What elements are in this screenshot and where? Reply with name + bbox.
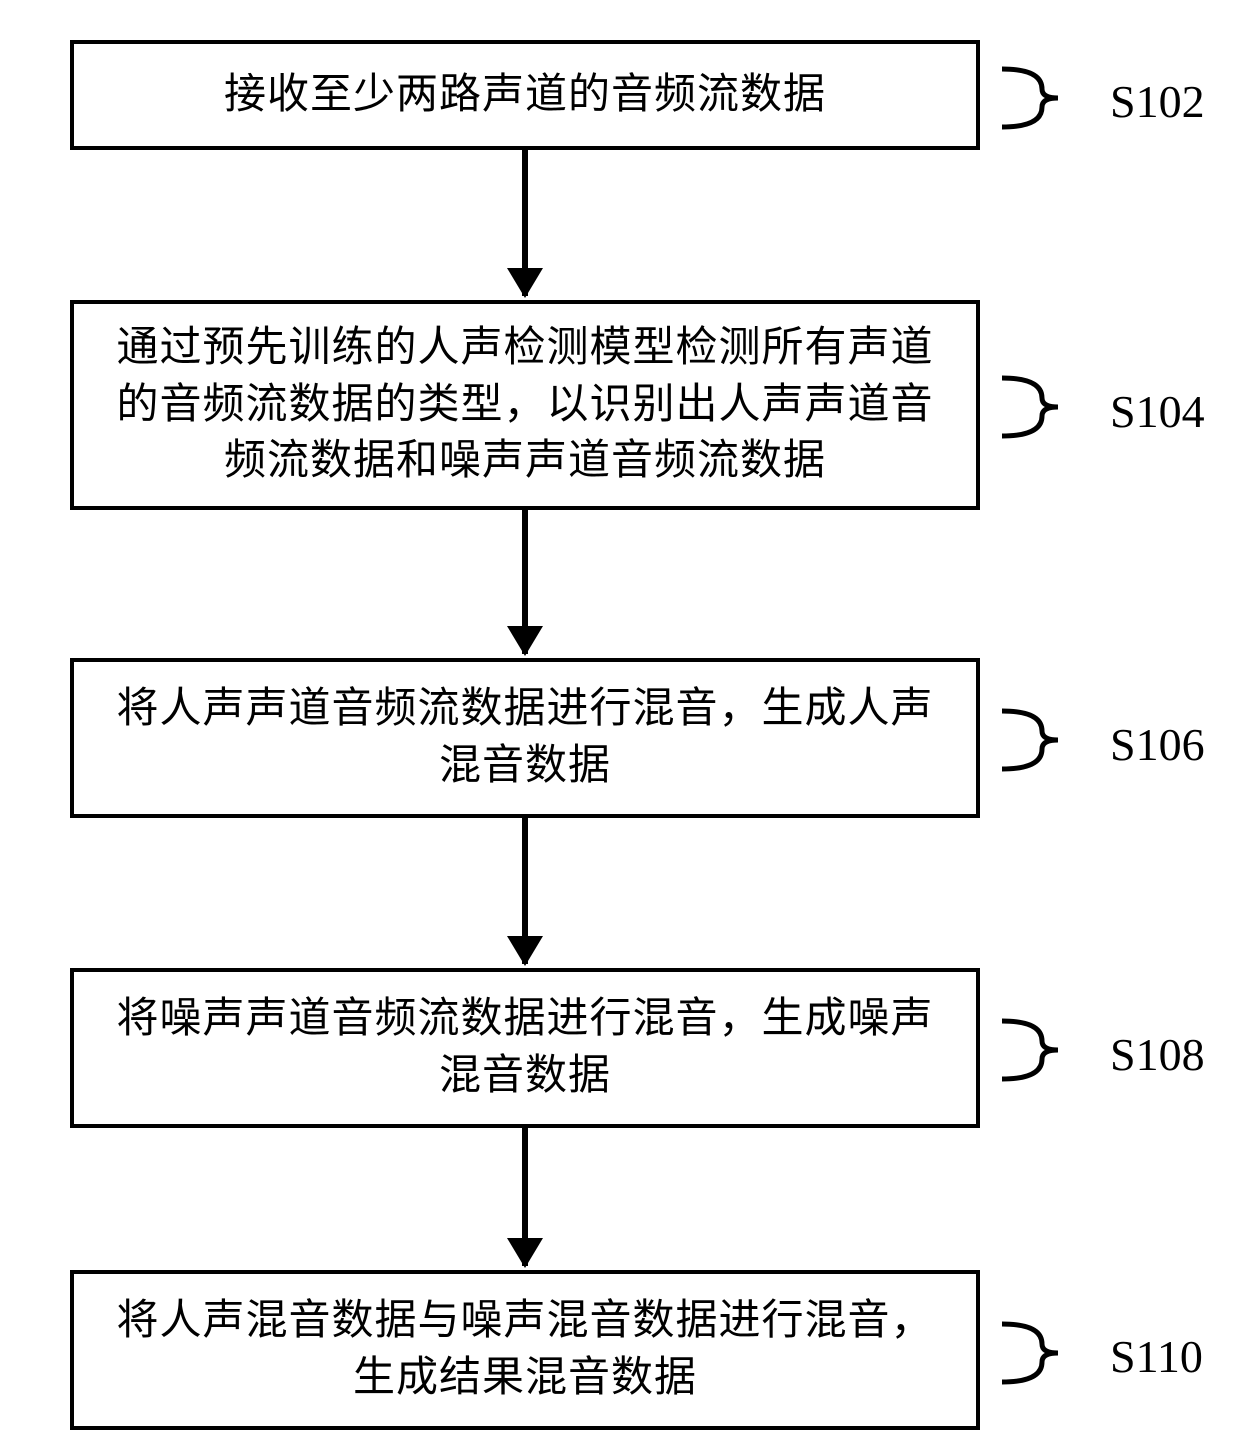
step-label-s108: S108 [1110,1028,1205,1081]
arrow-icon [522,1128,528,1266]
brace-icon [1000,63,1080,133]
brace-icon [1000,372,1080,442]
brace-icon [1000,1015,1080,1085]
step-label-s102: S102 [1110,75,1205,128]
arrow-icon [522,818,528,964]
step-box-s102: 接收至少两路声道的音频流数据 [70,40,980,150]
step-box-s104: 通过预先训练的人声检测模型检测所有声道的音频流数据的类型，以识别出人声声道音频流… [70,300,980,510]
flowchart-canvas: 接收至少两路声道的音频流数据 S102 通过预先训练的人声检测模型检测所有声道的… [0,0,1240,1447]
step-text: 通过预先训练的人声检测模型检测所有声道的音频流数据的类型，以识别出人声声道音频流… [102,320,948,490]
step-text: 将人声声道音频流数据进行混音，生成人声混音数据 [102,681,948,794]
step-box-s106: 将人声声道音频流数据进行混音，生成人声混音数据 [70,658,980,818]
brace-icon [1000,1318,1080,1388]
step-box-s110: 将人声混音数据与噪声混音数据进行混音，生成结果混音数据 [70,1270,980,1430]
step-box-s108: 将噪声声道音频流数据进行混音，生成噪声混音数据 [70,968,980,1128]
step-label-s106: S106 [1110,718,1205,771]
step-label-s104: S104 [1110,385,1205,438]
brace-icon [1000,705,1080,775]
step-text: 将噪声声道音频流数据进行混音，生成噪声混音数据 [102,991,948,1104]
step-label-s110: S110 [1110,1330,1203,1383]
arrow-icon [522,510,528,654]
step-text: 将人声混音数据与噪声混音数据进行混音，生成结果混音数据 [102,1293,948,1406]
step-text: 接收至少两路声道的音频流数据 [224,67,826,124]
arrow-icon [522,150,528,296]
